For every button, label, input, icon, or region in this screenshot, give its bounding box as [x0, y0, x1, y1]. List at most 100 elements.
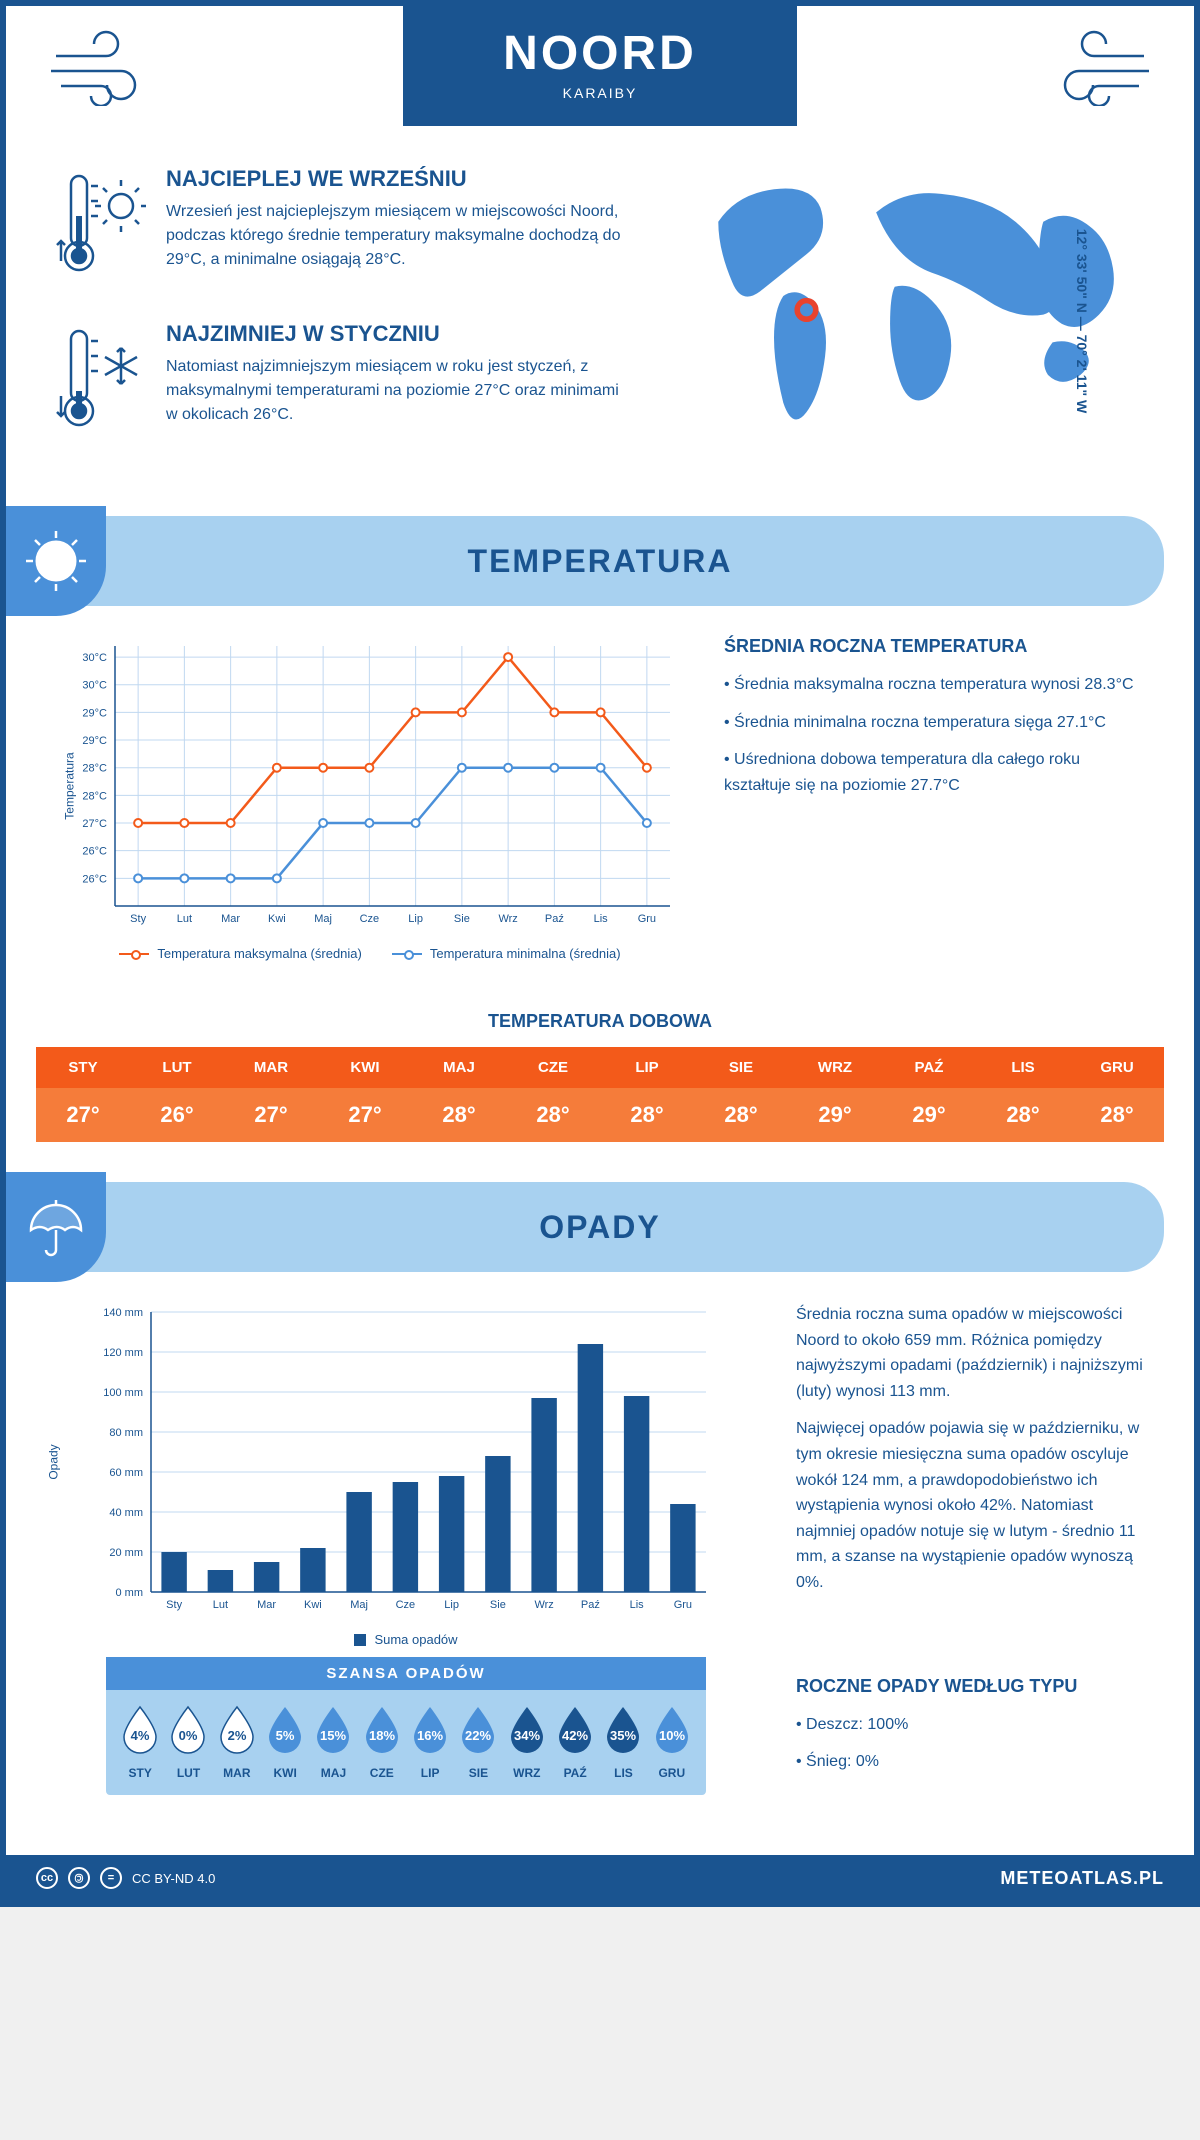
precip-p1: Średnia roczna suma opadów w miejscowośc… [796, 1302, 1144, 1404]
temp-month: MAR [224, 1047, 318, 1088]
svg-text:Sty: Sty [166, 1599, 182, 1611]
temp-value: 28° [1070, 1088, 1164, 1142]
rain-drop-month: MAR [213, 1766, 261, 1780]
svg-text:26°C: 26°C [82, 846, 107, 858]
legend-min: Temperatura minimalna (średnia) [430, 946, 621, 961]
title-box: NOORD KARAIBY [403, 6, 797, 126]
svg-text:Paź: Paź [581, 1599, 600, 1611]
svg-text:Kwi: Kwi [304, 1599, 322, 1611]
raindrop-icon: 15% [313, 1705, 353, 1755]
raindrop-icon: 10% [652, 1705, 692, 1755]
temp-chart-row: Temperatura 26°C26°C27°C28°C28°C29°C29°C… [6, 606, 1194, 991]
svg-text:Kwi: Kwi [268, 913, 286, 925]
svg-text:80 mm: 80 mm [109, 1427, 143, 1439]
raindrop-icon: 35% [603, 1705, 643, 1755]
avg-temp-b3: • Uśredniona dobowa temperatura dla całe… [724, 747, 1144, 798]
svg-text:140 mm: 140 mm [103, 1307, 143, 1319]
raindrop-icon: 4% [120, 1705, 160, 1755]
temp-month: STY [36, 1047, 130, 1088]
svg-text:26°C: 26°C [82, 873, 107, 885]
svg-text:Wrz: Wrz [498, 913, 517, 925]
temp-table-col: MAJ28° [412, 1047, 506, 1142]
temp-value: 29° [882, 1088, 976, 1142]
rain-drop-col: 22% SIE [454, 1705, 502, 1780]
avg-temp-title: ŚREDNIA ROCZNA TEMPERATURA [724, 636, 1144, 657]
svg-text:Lip: Lip [408, 913, 423, 925]
rain-drop-col: 34% WRZ [503, 1705, 551, 1780]
rain-drop-month: SIE [454, 1766, 502, 1780]
rain-drop-month: CZE [358, 1766, 406, 1780]
svg-text:Mar: Mar [257, 1599, 276, 1611]
temp-month: LUT [130, 1047, 224, 1088]
warmest-block: NAJCIEPLEJ WE WRZEŚNIU Wrzesień jest naj… [56, 166, 634, 291]
footer-license: cc 🄯 = CC BY-ND 4.0 [36, 1867, 215, 1889]
temp-table-col: KWI27° [318, 1047, 412, 1142]
avg-temp-b2: • Średnia minimalna roczna temperatura s… [724, 710, 1144, 736]
temp-section-title: TEMPERATURA [468, 543, 733, 580]
temp-section-header: TEMPERATURA [36, 516, 1164, 606]
rain-drop-col: 5% KWI [261, 1705, 309, 1780]
temp-value: 27° [224, 1088, 318, 1142]
raindrop-icon: 16% [410, 1705, 450, 1755]
temp-table-col: LIS28° [976, 1047, 1070, 1142]
precip-bar-chart: Opady 0 mm20 mm40 mm60 mm80 mm100 mm120 … [56, 1302, 756, 1795]
svg-text:Lut: Lut [213, 1599, 228, 1611]
raindrop-icon: 42% [555, 1705, 595, 1755]
temp-month: MAJ [412, 1047, 506, 1088]
raindrop-icon: 2% [217, 1705, 257, 1755]
temp-ylabel: Temperatura [63, 752, 77, 819]
temp-value: 28° [694, 1088, 788, 1142]
precip-legend-label: Suma opadów [374, 1632, 457, 1647]
license-text: CC BY-ND 4.0 [132, 1871, 215, 1886]
temp-legend: .legend-line[style*='f35a1a']::after{bor… [56, 946, 684, 961]
temp-table-col: SIE28° [694, 1047, 788, 1142]
cc-icon: cc [36, 1867, 58, 1889]
rain-drop-month: PAŹ [551, 1766, 599, 1780]
daily-temp-table: STY27°LUT26°MAR27°KWI27°MAJ28°CZE28°LIP2… [36, 1047, 1164, 1142]
precip-type-title: ROCZNE OPADY WEDŁUG TYPU [796, 1676, 1144, 1697]
svg-text:10%: 10% [659, 1728, 685, 1743]
precip-section-title: OPADY [539, 1209, 660, 1246]
svg-text:Sty: Sty [130, 913, 146, 925]
rain-drop-col: 42% PAŹ [551, 1705, 599, 1780]
svg-text:28°C: 28°C [82, 790, 107, 802]
umbrella-icon [6, 1172, 106, 1282]
rain-drop-month: LIP [406, 1766, 454, 1780]
nd-icon: = [100, 1867, 122, 1889]
precip-section-header: OPADY [36, 1182, 1164, 1272]
temp-table-col: CZE28° [506, 1047, 600, 1142]
temp-value: 27° [36, 1088, 130, 1142]
svg-text:42%: 42% [562, 1728, 588, 1743]
rain-drop-month: STY [116, 1766, 164, 1780]
footer-site: METEOATLAS.PL [1000, 1868, 1164, 1889]
svg-text:120 mm: 120 mm [103, 1347, 143, 1359]
temp-value: 28° [976, 1088, 1070, 1142]
svg-text:18%: 18% [369, 1728, 395, 1743]
rain-drop-month: WRZ [503, 1766, 551, 1780]
precip-type-b2: • Śnieg: 0% [796, 1749, 1144, 1775]
temp-value: 27° [318, 1088, 412, 1142]
raindrop-icon: 18% [362, 1705, 402, 1755]
temp-month: LIP [600, 1047, 694, 1088]
svg-text:0 mm: 0 mm [116, 1587, 144, 1599]
temp-month: WRZ [788, 1047, 882, 1088]
rain-chance-drops: 4% STY 0% LUT 2% MAR 5% KWI 15% [106, 1690, 706, 1795]
raindrop-icon: 34% [507, 1705, 547, 1755]
temp-table-col: STY27° [36, 1047, 130, 1142]
svg-text:16%: 16% [417, 1728, 443, 1743]
svg-text:Gru: Gru [638, 913, 656, 925]
temp-table-col: LIP28° [600, 1047, 694, 1142]
svg-text:2%: 2% [227, 1728, 246, 1743]
rain-drop-col: 35% LIS [599, 1705, 647, 1780]
svg-text:Lis: Lis [594, 913, 609, 925]
svg-text:5%: 5% [276, 1728, 295, 1743]
svg-text:Lis: Lis [630, 1599, 645, 1611]
svg-text:Lut: Lut [177, 913, 192, 925]
rain-drop-col: 4% STY [116, 1705, 164, 1780]
temp-month: GRU [1070, 1047, 1164, 1088]
svg-text:Mar: Mar [221, 913, 240, 925]
rain-drop-col: 0% LUT [164, 1705, 212, 1780]
coldest-block: NAJZIMNIEJ W STYCZNIU Natomiast najzimni… [56, 321, 634, 446]
rain-drop-col: 10% GRU [648, 1705, 696, 1780]
svg-text:60 mm: 60 mm [109, 1467, 143, 1479]
